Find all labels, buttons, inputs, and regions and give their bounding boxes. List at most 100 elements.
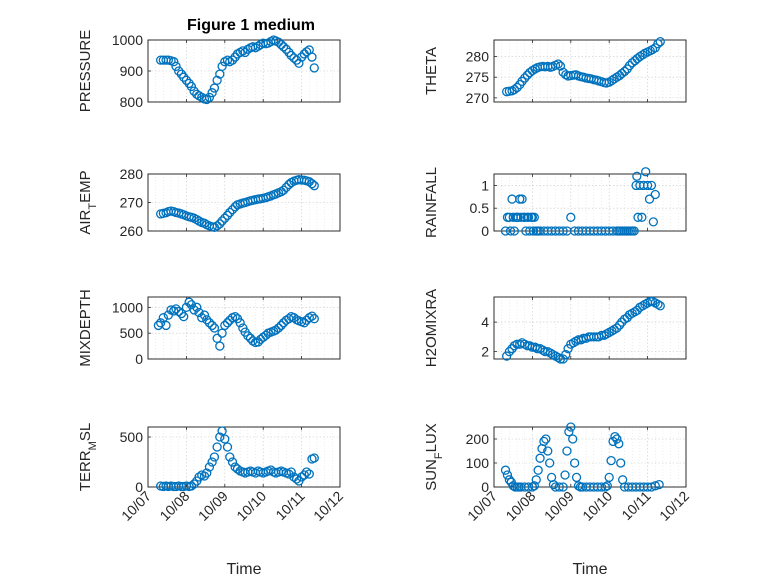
data-point [533,465,543,475]
data-point [599,330,609,341]
data-point [650,481,660,491]
data-point [202,468,212,478]
data-point [527,482,538,492]
data-point [220,213,230,223]
data-point [281,44,291,54]
x-tick-label: 10/12 [656,488,692,524]
data-point [238,46,248,56]
data-point [202,94,212,105]
data-point [309,181,319,191]
data-point [204,318,215,328]
y-tick-label: 0 [135,479,143,495]
y-tick-label: 1000 [112,32,143,48]
y-tick-label: 800 [120,94,144,110]
data-point [504,346,515,357]
data-point [522,70,533,80]
data-point [509,226,520,236]
data-point [553,352,563,363]
data-point [571,472,582,483]
data-point [632,171,642,181]
data-point [655,301,665,311]
data-point [538,345,548,355]
data-point [227,55,238,65]
data-point [539,436,549,447]
data-point [212,221,222,231]
y-axis-label: PRESSURE [77,30,94,113]
data-point [540,346,550,357]
data-point [502,470,513,480]
data-point [512,82,522,93]
data-point [299,318,309,328]
x-tick-label: 10/12 [310,488,346,524]
data-point [602,481,612,491]
subplot-mixdepth: 0 500 1000 MIXDEPTH [77,289,341,367]
y-tick-label: 500 [120,429,144,445]
y-tick-label: 2 [481,344,489,360]
axis-box [493,296,687,360]
data-point [530,342,540,352]
x-tick-label: 10/09 [195,488,231,524]
data-point [235,318,245,328]
data-point [610,431,620,442]
data-point [596,482,607,492]
data-point [194,307,204,318]
y-axis-label: RAINFALL [423,167,440,238]
data-point [179,72,189,82]
y-axis-label: AIRTEMP [77,170,99,234]
x-tick-label: 10/10 [579,488,615,524]
data-point [186,300,197,310]
data-point [596,330,607,341]
data-point [209,323,220,333]
data-point [528,226,539,236]
data-point [629,226,639,236]
data-point [225,207,235,218]
data-point [284,469,294,479]
axis-box [493,39,687,103]
data-point [307,52,317,62]
data-point [291,474,302,484]
x-tick-label: 10/07 [464,488,500,524]
y-tick-label: 280 [466,49,490,65]
data-point [296,52,307,62]
subplot-h2omixra: 2 4 H2OMIXRA [423,289,687,367]
y-axis-label: SUNFLUX [423,423,445,491]
data-point [531,475,541,485]
x-tick-label: 10/09 [541,488,577,524]
data-point [194,472,204,482]
y-tick-label: 1 [481,177,489,193]
data-point [600,482,611,492]
data-point [541,434,551,444]
data-point [619,66,630,77]
data-point [500,226,511,236]
data-point [614,439,624,449]
data-point [637,50,648,60]
data-point [278,42,289,52]
data-point [616,458,626,468]
data-point [240,47,250,58]
y-axis-label: H2OMIXRA [423,289,440,367]
data-point [220,434,230,444]
data-point [227,204,238,215]
data-point [217,216,227,226]
data-point [304,469,314,479]
data-point [650,189,660,200]
data-point [301,47,312,57]
data-point [553,59,563,69]
data-point [606,455,616,466]
data-point [192,302,202,312]
y-tick-label: 900 [120,63,144,79]
data-point [271,325,281,335]
data-point [568,434,578,444]
data-point [204,462,215,472]
x-tick-label: 10/08 [502,488,538,524]
data-point [309,453,319,463]
data-point [637,212,647,222]
plot-area [493,426,687,488]
data-point [612,434,622,444]
x-axis-label: Time [227,561,262,578]
data-point [513,212,523,222]
y-tick-label: 0 [481,479,489,495]
data-point [633,212,643,222]
data-point [617,68,627,79]
